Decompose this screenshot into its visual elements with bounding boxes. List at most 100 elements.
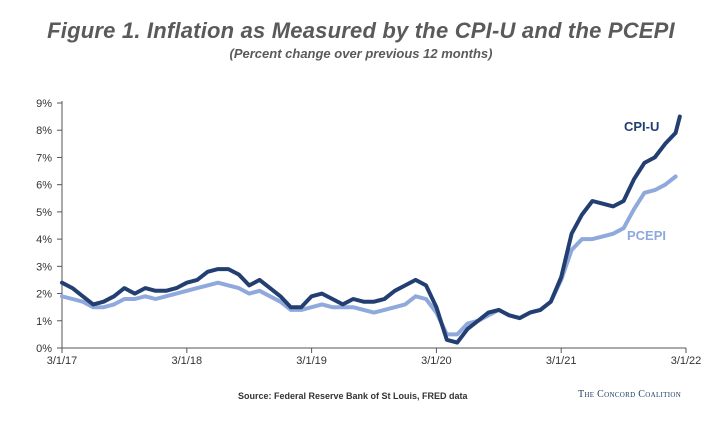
data-point-cpi-u xyxy=(342,303,344,306)
x-tick-label: 3/1/17 xyxy=(47,355,78,367)
y-tick-label: 2% xyxy=(36,289,52,301)
data-point-pcepi xyxy=(134,298,136,300)
x-tick-label: 3/1/19 xyxy=(296,355,327,367)
data-point-pcepi xyxy=(466,322,469,325)
data-point-cpi-u xyxy=(425,284,427,287)
x-tick-label: 3/1/18 xyxy=(172,355,203,367)
data-point-pcepi xyxy=(643,192,646,194)
concord-coalition-logo: The Concord Coalition xyxy=(578,389,682,400)
data-point-cpi-u xyxy=(238,273,240,276)
data-point-cpi-u xyxy=(498,309,500,311)
data-point-pcepi xyxy=(612,232,614,235)
data-point-cpi-u xyxy=(539,309,542,311)
data-point-pcepi xyxy=(425,298,427,300)
data-point-pcepi xyxy=(206,284,209,287)
data-point-pcepi xyxy=(581,238,583,240)
data-point-cpi-u xyxy=(518,317,521,319)
data-point-cpi-u xyxy=(196,279,198,281)
y-tick-label: 8% xyxy=(36,125,52,137)
data-point-pcepi xyxy=(342,306,344,308)
y-tick-label: 7% xyxy=(36,152,52,164)
data-point-pcepi xyxy=(258,290,261,292)
data-point-cpi-u xyxy=(134,292,136,295)
series-label-pcepi: PCEPI xyxy=(627,228,666,243)
data-point-pcepi xyxy=(394,306,396,308)
data-point-cpi-u xyxy=(92,303,94,306)
data-point-pcepi xyxy=(227,284,230,287)
data-point-cpi-u xyxy=(550,300,552,303)
y-tick-label: 1% xyxy=(36,316,52,328)
data-point-pcepi xyxy=(362,309,365,311)
data-point-cpi-u xyxy=(165,290,167,292)
y-tick-label: 6% xyxy=(36,180,52,192)
source-note: Source: Federal Reserve Bank of St Louis… xyxy=(238,391,468,401)
data-point-cpi-u xyxy=(612,205,614,208)
data-point-pcepi xyxy=(279,300,282,303)
data-point-pcepi xyxy=(456,333,459,336)
data-point-cpi-u xyxy=(435,306,438,308)
series-label-cpi-u: CPI-U xyxy=(624,119,659,134)
data-point-pcepi xyxy=(654,189,656,191)
data-point-cpi-u xyxy=(466,328,469,330)
data-point-pcepi xyxy=(123,298,126,300)
data-point-cpi-u xyxy=(508,314,511,317)
data-point-pcepi xyxy=(186,290,188,292)
data-point-pcepi xyxy=(321,303,323,306)
data-point-cpi-u xyxy=(123,287,126,289)
data-point-cpi-u xyxy=(102,300,105,303)
data-point-pcepi xyxy=(570,249,573,251)
data-point-pcepi xyxy=(602,235,604,238)
data-point-cpi-u xyxy=(321,292,323,295)
data-point-cpi-u xyxy=(456,341,459,344)
data-point-pcepi xyxy=(175,292,178,295)
y-tick-label: 5% xyxy=(36,207,52,219)
y-tick-label: 3% xyxy=(36,261,52,273)
data-point-pcepi xyxy=(82,300,84,303)
data-point-cpi-u xyxy=(404,284,407,287)
data-point-cpi-u xyxy=(373,300,375,303)
data-point-cpi-u xyxy=(206,270,209,273)
data-point-pcepi xyxy=(165,295,167,298)
data-point-cpi-u xyxy=(279,295,282,298)
data-point-pcepi xyxy=(71,298,74,300)
data-point-pcepi xyxy=(92,306,94,308)
data-point-cpi-u xyxy=(674,132,677,134)
y-tick-label: 9% xyxy=(36,98,52,110)
data-point-cpi-u xyxy=(664,143,666,145)
data-point-cpi-u xyxy=(383,298,386,300)
data-point-cpi-u xyxy=(643,162,646,164)
data-point-pcepi xyxy=(352,306,355,308)
y-tick-label: 0% xyxy=(36,343,52,355)
data-point-pcepi xyxy=(248,292,250,295)
data-point-pcepi xyxy=(238,287,240,289)
data-point-cpi-u xyxy=(570,232,573,235)
data-point-pcepi xyxy=(113,303,115,306)
data-point-cpi-u xyxy=(591,200,594,202)
data-point-cpi-u xyxy=(82,295,84,298)
data-point-cpi-u xyxy=(258,279,261,281)
data-point-cpi-u xyxy=(602,202,604,205)
data-point-pcepi xyxy=(217,281,219,284)
data-point-pcepi xyxy=(591,238,594,240)
data-point-pcepi xyxy=(373,311,375,314)
chart-subtitle: (Percent change over previous 12 months) xyxy=(229,46,493,61)
data-point-pcepi xyxy=(674,175,677,178)
data-point-cpi-u xyxy=(144,287,146,289)
data-point-cpi-u xyxy=(113,295,115,298)
data-point-cpi-u xyxy=(622,200,625,202)
data-point-cpi-u xyxy=(633,178,635,181)
data-point-pcepi xyxy=(331,306,334,308)
x-tick-label: 3/1/21 xyxy=(546,355,577,367)
data-point-cpi-u xyxy=(186,281,188,284)
data-point-pcepi xyxy=(414,295,417,298)
data-point-pcepi xyxy=(664,183,666,186)
data-point-cpi-u xyxy=(300,306,303,308)
data-point-pcepi xyxy=(633,208,635,210)
series-line-pcepi xyxy=(60,174,678,337)
data-point-cpi-u xyxy=(61,281,63,284)
data-point-cpi-u xyxy=(248,284,250,287)
data-point-pcepi xyxy=(383,309,386,311)
x-tick-label: 3/1/20 xyxy=(421,355,452,367)
data-point-cpi-u xyxy=(529,311,531,314)
